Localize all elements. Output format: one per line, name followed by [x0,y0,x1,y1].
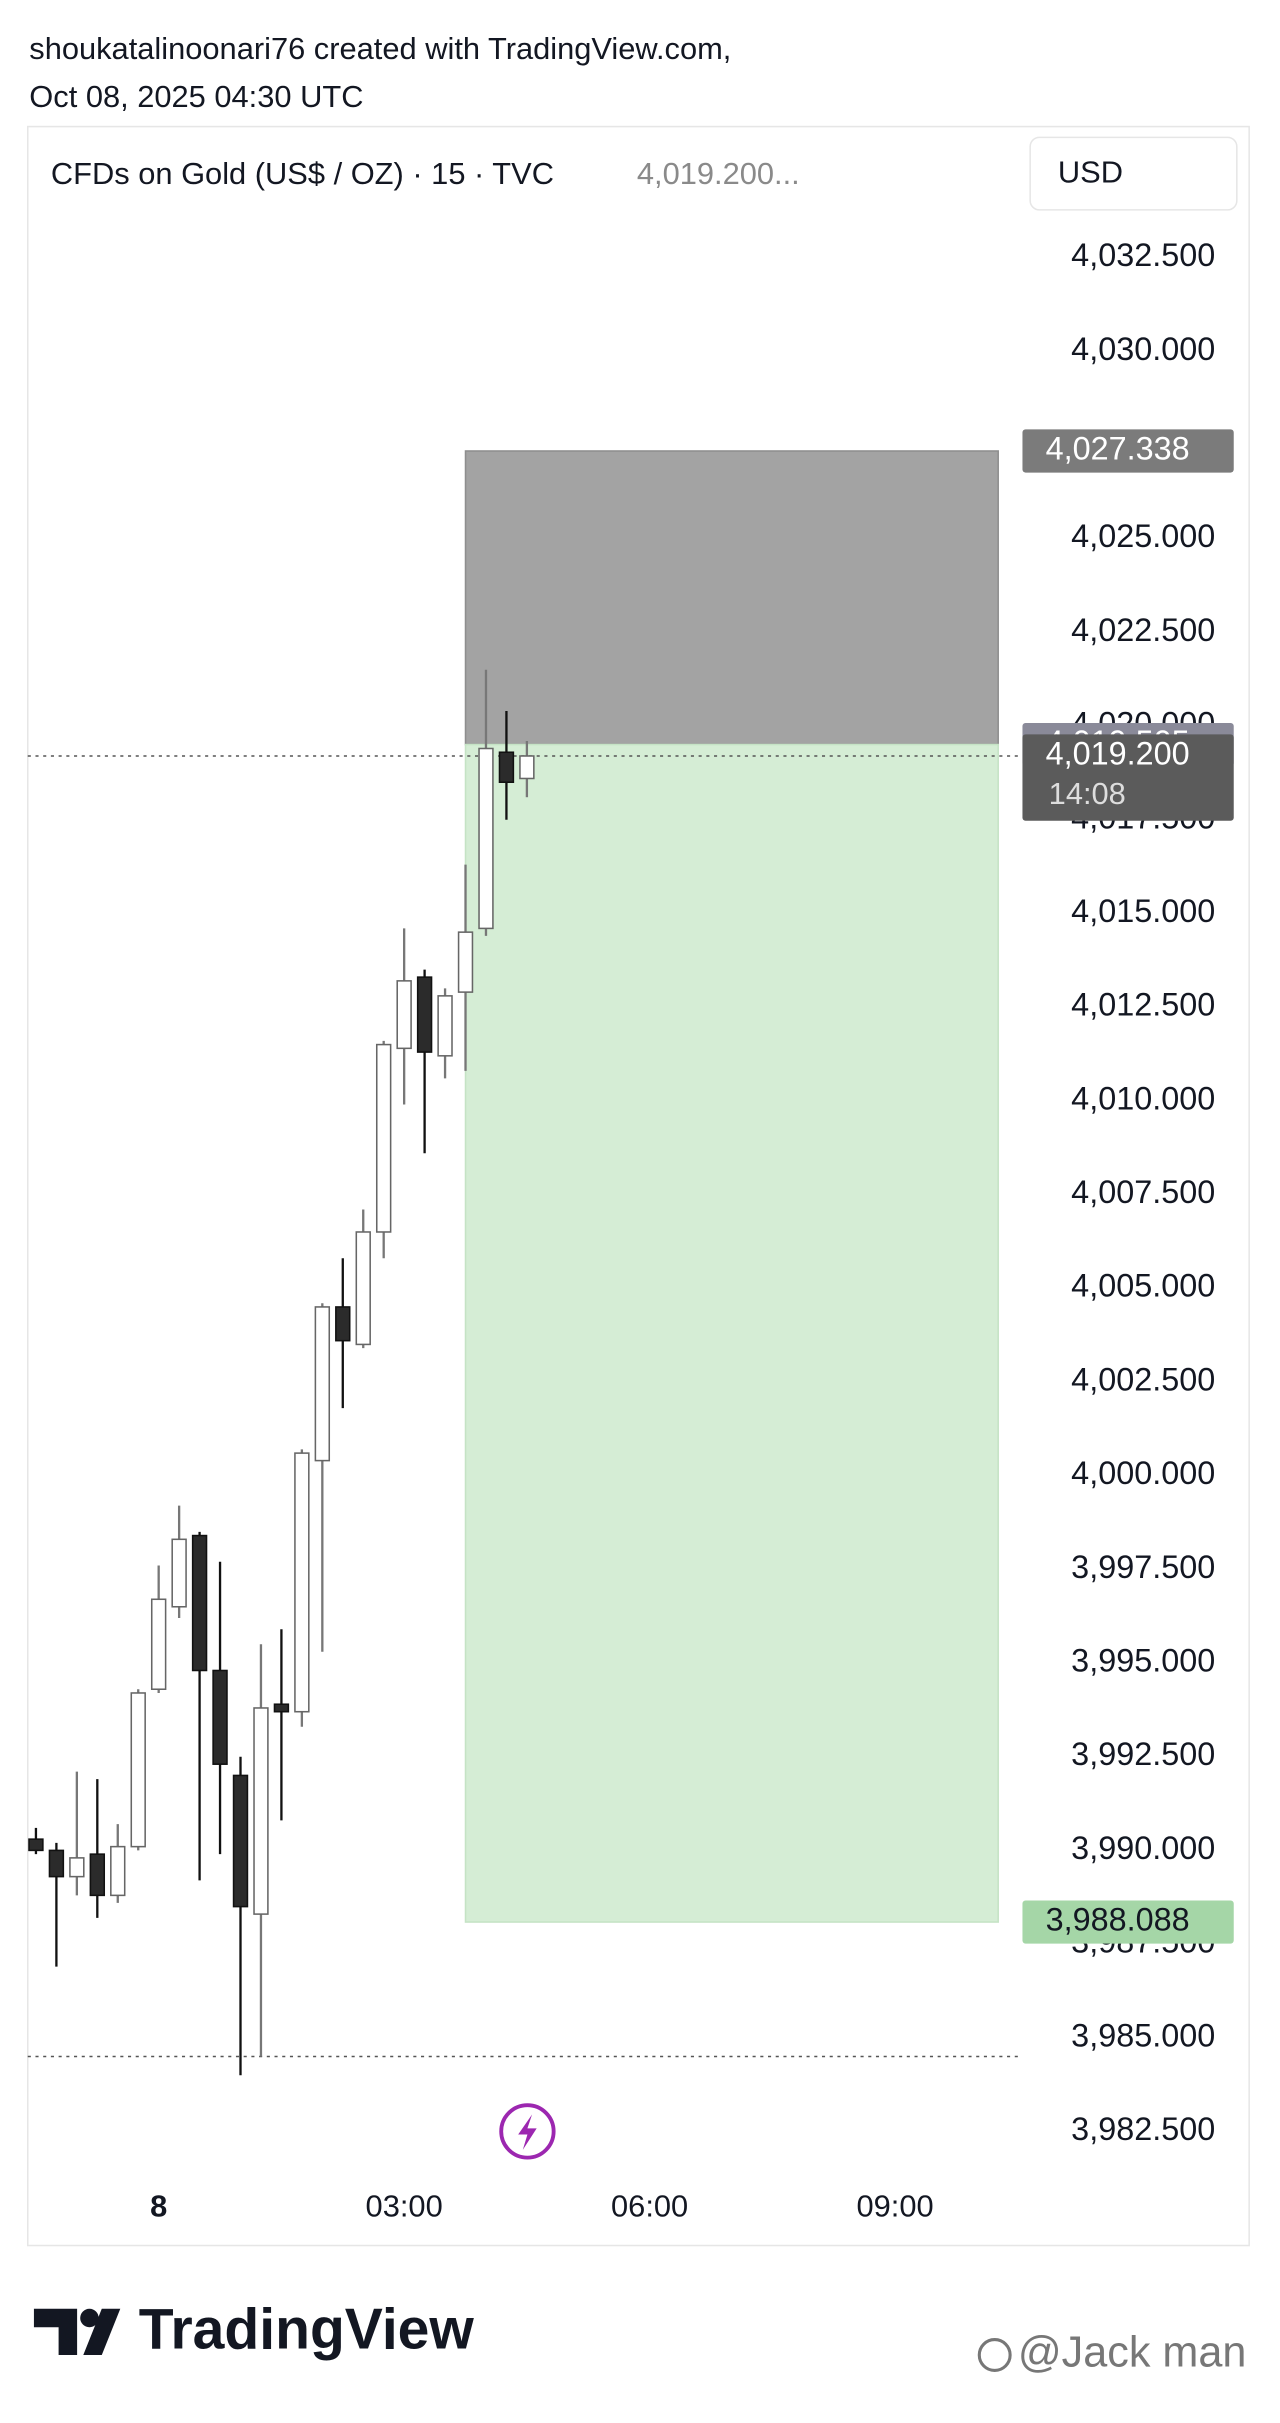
watermark-icon [977,2338,1012,2372]
candle-body [478,747,494,930]
chart-title: CFDs on Gold (US$ / OZ) · 15 · TVC [51,156,554,191]
y-tick-label: 3,992.500 [1071,1736,1215,1772]
candle-body [273,1703,290,1713]
last-price-tag: 4,019.200 [1046,736,1190,772]
candle-body [212,1669,228,1765]
candle-body [314,1306,331,1462]
y-tick-label: 4,012.500 [1071,987,1215,1023]
target-tag: 3,988.088 [1046,1902,1190,1938]
tv-logo [33,2308,121,2356]
y-tick-label: 3,982.500 [1071,2111,1215,2147]
brand: TradingView [139,2298,475,2362]
countdown: 14:08 [1049,776,1126,811]
currency-button[interactable] [1029,136,1238,211]
stop-zone [464,450,999,746]
candle-body [48,1849,65,1878]
y-tick-label: 4,032.500 [1071,237,1215,273]
y-tick-label: 4,007.500 [1071,1174,1215,1210]
candle-body [171,1538,187,1608]
candle-body [89,1853,106,1897]
stop-tag: 4,027.338 [1046,431,1190,467]
candle-body [437,995,453,1057]
y-tick-label: 3,990.000 [1071,1830,1215,1866]
x-tick-label: 8 [150,2189,167,2224]
candle-body [69,1857,85,1878]
plot: 3,982.5003,985.0003,987.5003,990.0003,99… [27,237,1234,2224]
y-tick-label: 4,010.000 [1071,1080,1215,1116]
candle-body [355,1231,371,1346]
y-tick-label: 4,025.000 [1071,518,1215,554]
y-tick-label: 4,002.500 [1071,1361,1215,1397]
y-tick-label: 3,995.000 [1071,1643,1215,1679]
watermark: @Jack man [1018,2328,1247,2376]
candle-body [498,751,515,783]
candle-body [253,1707,269,1915]
stop-tag-bg [1022,429,1234,473]
candle-body [375,1043,392,1233]
y-tick-label: 4,030.000 [1071,331,1215,367]
y-tick-label: 4,005.000 [1071,1268,1215,1304]
candle-body [232,1774,249,1908]
candle-body [457,931,474,993]
date-line: Oct 08, 2025 04:30 UTC [29,79,363,114]
target-zone [464,743,999,1923]
candle-body [396,980,412,1050]
target-tag-bg [1022,1900,1234,1944]
y-tick-label: 3,997.500 [1071,1549,1215,1585]
candle-body [28,1838,44,1852]
candle-body [110,1845,126,1897]
y-tick-label: 4,015.000 [1071,893,1215,929]
author-line: shoukatalinoonari76 created with Trading… [29,31,731,66]
candle-body [150,1598,167,1690]
currency[interactable]: USD [1058,155,1123,190]
chart-frame [26,125,1250,2247]
x-tick-label: 03:00 [366,2189,443,2224]
y-tick-label: 4,022.500 [1071,612,1215,648]
candle-body [519,755,535,780]
candle-body [335,1306,351,1342]
title-value: 4,019.200... [637,156,800,191]
candle-body [294,1452,310,1713]
candle-body [191,1534,208,1672]
x-tick-label: 09:00 [857,2189,934,2224]
last-price-tag-bg [1022,734,1234,821]
y-tick-label: 3,985.000 [1071,2017,1215,2053]
x-tick-label: 06:00 [611,2189,688,2224]
y-tick-label: 4,000.000 [1071,1455,1215,1491]
lightning-bolt [518,2114,537,2150]
candle-body [416,976,433,1053]
candle-body [130,1692,146,1848]
